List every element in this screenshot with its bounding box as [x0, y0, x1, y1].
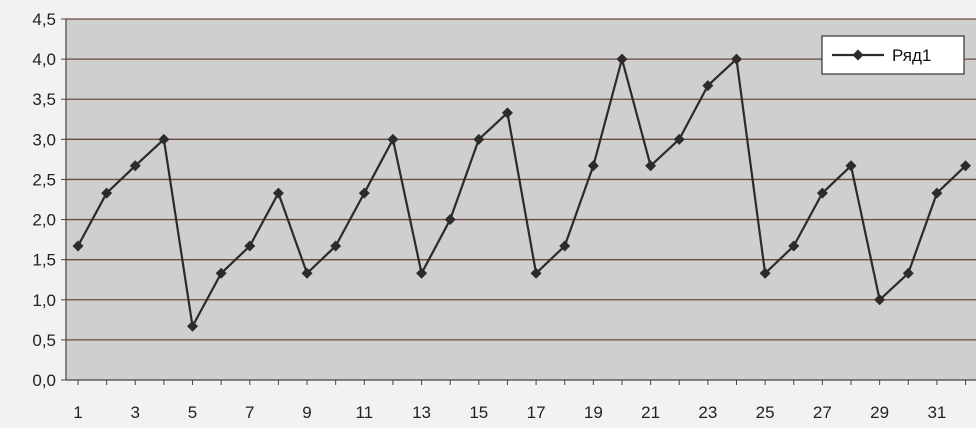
x-tick-label: 5: [188, 403, 197, 422]
data-point-marker: [416, 267, 428, 279]
y-tick-label: 0,5: [32, 331, 56, 350]
data-point-marker: [931, 187, 943, 199]
data-point-marker: [101, 187, 113, 199]
legend-series-label: Ряд1: [892, 46, 931, 65]
plot-area: [66, 19, 976, 380]
x-tick-label: 1: [73, 403, 82, 422]
data-point-marker: [645, 160, 657, 172]
data-point-marker: [215, 267, 227, 279]
x-tick-label: 25: [756, 403, 775, 422]
data-point-marker: [330, 240, 342, 252]
data-point-marker: [730, 53, 742, 65]
y-tick-label: 2,0: [32, 211, 56, 230]
data-point-marker: [272, 187, 284, 199]
x-tick-label: 11: [355, 403, 373, 422]
gridlines: [66, 18, 976, 341]
x-tick-label: 21: [641, 403, 660, 422]
data-point-marker: [301, 267, 313, 279]
x-axis-tick-labels: 1 3 5 7 9 11 13 15 17 19 21 23 25 27 29 31: [73, 403, 946, 422]
x-tick-label: 23: [698, 403, 717, 422]
data-point-marker: [759, 267, 771, 279]
data-point-marker: [72, 240, 84, 252]
data-point-marker: [387, 133, 399, 145]
data-point-marker: [874, 294, 886, 306]
x-tick-label: 3: [131, 403, 140, 422]
y-tick-label: 4,5: [32, 10, 56, 29]
data-point-marker: [960, 160, 972, 172]
data-point-marker: [129, 160, 141, 172]
data-point-marker: [473, 133, 485, 145]
series-layer: [72, 53, 972, 332]
data-point-marker: [358, 187, 370, 199]
y-tick-label: 1,0: [32, 291, 56, 310]
y-tick-label: 4,0: [32, 50, 56, 69]
y-axis-tick-labels: 0,0 0,5 1,0 1,5 2,0 2,5 3,0 3,5 4,0 4,5: [32, 10, 56, 390]
x-tick-label: 29: [870, 403, 889, 422]
y-tick-label: 1,5: [32, 251, 56, 270]
legend: Ряд1: [821, 35, 965, 75]
x-tick-label: 19: [584, 403, 603, 422]
x-tick-label: 13: [412, 403, 431, 422]
data-point-marker: [244, 240, 256, 252]
data-point-marker: [673, 133, 685, 145]
axes: [61, 18, 976, 385]
data-point-marker: [158, 133, 170, 145]
data-point-marker: [444, 214, 456, 226]
data-point-marker: [702, 80, 714, 92]
x-tick-label: 17: [527, 403, 546, 422]
x-tick-label: 7: [245, 403, 254, 422]
data-point-marker: [816, 187, 828, 199]
x-tick-label: 27: [813, 403, 832, 422]
series-line: [77, 58, 967, 328]
legend-series-marker: [852, 49, 864, 61]
y-tick-label: 3,5: [32, 90, 56, 109]
x-tick-label: 9: [302, 403, 311, 422]
x-tick-label: 15: [469, 403, 488, 422]
data-point-marker: [559, 240, 571, 252]
y-tick-label: 2,5: [32, 170, 56, 189]
data-point-marker: [530, 267, 542, 279]
data-point-marker: [902, 267, 914, 279]
data-point-marker: [616, 53, 628, 65]
data-point-marker: [845, 160, 857, 172]
y-tick-label: 3,0: [32, 130, 56, 149]
x-tick-label: 31: [927, 403, 946, 422]
data-point-marker: [587, 160, 599, 172]
y-tick-label: 0,0: [32, 371, 56, 390]
data-point-marker: [788, 240, 800, 252]
data-point-marker: [187, 320, 199, 332]
data-point-marker: [501, 107, 513, 119]
